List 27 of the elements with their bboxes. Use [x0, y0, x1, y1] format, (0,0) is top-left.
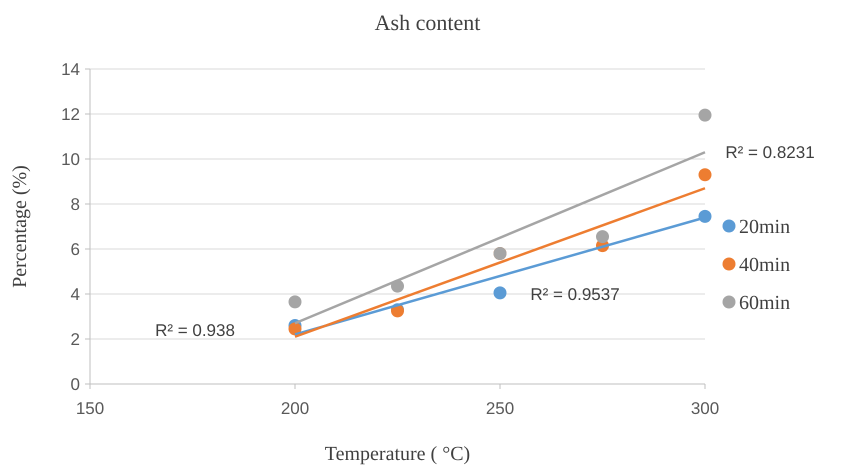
- x-axis-title: Temperature ( °C): [324, 443, 470, 465]
- text: R² = 0.8231: [725, 142, 815, 162]
- y-axis-title: Percentage (%): [9, 165, 31, 288]
- y-tick-label: 0: [70, 374, 80, 394]
- legend-label: 60min: [739, 292, 790, 314]
- x-tick-label: 200: [280, 399, 310, 418]
- x-tick-label: 150: [76, 399, 104, 418]
- point: [288, 295, 302, 308]
- y-tick-label: 10: [61, 150, 80, 169]
- y-tick-label: 12: [61, 104, 80, 124]
- point: [698, 108, 712, 122]
- annotation: R² = 0.9537: [530, 284, 620, 304]
- y-tick-label: 4: [70, 284, 80, 304]
- y-tick-label: 6: [70, 240, 80, 259]
- x-tick-label: 300: [690, 399, 720, 418]
- legend-label: 20min: [739, 216, 790, 238]
- y-tick-label: 8: [70, 194, 80, 214]
- point: [698, 168, 712, 182]
- y-tick-label: 2: [70, 330, 80, 349]
- y-tick-label: 14: [61, 60, 80, 79]
- annotation: R² = 0.938: [155, 320, 235, 340]
- point: [494, 286, 506, 300]
- legend-label: 40min: [739, 254, 790, 276]
- x-tick-label: 250: [486, 399, 514, 418]
- point: [596, 230, 609, 244]
- chart-title: Ash content: [374, 10, 480, 35]
- point: [698, 210, 712, 223]
